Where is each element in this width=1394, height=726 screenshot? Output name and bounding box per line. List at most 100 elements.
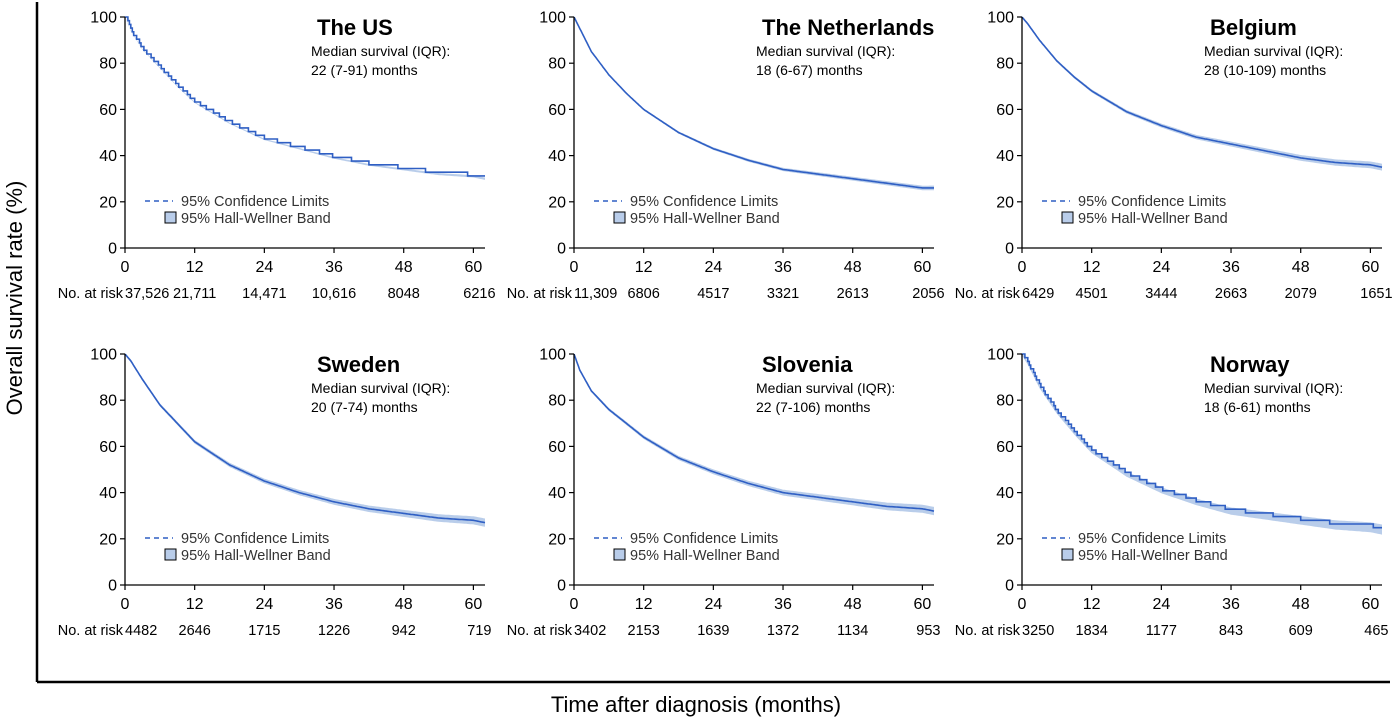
median-label: Median survival (IQR): <box>311 43 450 59</box>
risk-count: 2056 <box>912 286 944 302</box>
median-label: Median survival (IQR): <box>1204 43 1343 59</box>
y-tick-label: 60 <box>548 439 566 456</box>
survival-curve <box>573 16 934 189</box>
confidence-band <box>574 354 934 516</box>
legend-ci-label: 95% Confidence Limits <box>630 194 778 210</box>
legend-band-swatch <box>164 211 177 224</box>
legend-band-swatch <box>613 548 626 561</box>
legend-band-label: 95% Hall-Wellner Band <box>1078 548 1228 564</box>
y-tick-label: 60 <box>99 102 117 119</box>
median-label: Median survival (IQR): <box>756 380 895 396</box>
y-tick-label: 80 <box>548 393 566 410</box>
median-value: 18 (6-61) months <box>1204 399 1311 415</box>
x-tick-label: 36 <box>325 259 343 276</box>
risk-count: 953 <box>916 623 940 639</box>
risk-count: 843 <box>1219 623 1243 639</box>
risk-count: 1651 <box>1360 286 1392 302</box>
x-tick-label: 60 <box>913 596 931 613</box>
x-tick-label: 12 <box>186 259 204 276</box>
y-tick-label: 80 <box>99 56 117 73</box>
risk-count: 1134 <box>837 623 868 639</box>
median-label: Median survival (IQR): <box>311 380 450 396</box>
risk-label: No. at risk <box>955 286 1021 302</box>
x-tick-label: 48 <box>1292 596 1310 613</box>
y-tick-label: 100 <box>987 10 1014 27</box>
panel-2: 0 20 40 60 80 100 0 6429 12 4501 24 3444 36 2663 48 207… <box>955 10 1393 303</box>
risk-count: 942 <box>392 623 416 639</box>
x-tick-label: 36 <box>774 259 792 276</box>
legend-band-label: 95% Hall-Wellner Band <box>630 211 780 227</box>
risk-count: 465 <box>1364 623 1388 639</box>
legend-band-label: 95% Hall-Wellner Band <box>181 211 331 227</box>
x-tick-label: 36 <box>1222 596 1240 613</box>
risk-count: 4482 <box>125 623 157 639</box>
panel-4: 0 20 40 60 80 100 0 3402 12 2153 24 1639 36 1372 48 113… <box>507 347 941 640</box>
risk-count: 609 <box>1289 623 1313 639</box>
x-tick-label: 48 <box>1292 259 1310 276</box>
y-tick-label: 0 <box>557 578 566 595</box>
panel-title: Belgium <box>1210 15 1297 40</box>
median-label: Median survival (IQR): <box>1204 380 1343 396</box>
confidence-band <box>125 17 485 180</box>
risk-count: 2663 <box>1215 286 1247 302</box>
y-tick-label: 40 <box>996 485 1014 502</box>
x-tick-label: 36 <box>1222 259 1240 276</box>
risk-count: 6216 <box>463 286 495 302</box>
y-tick-label: 60 <box>996 439 1014 456</box>
risk-count: 6429 <box>1022 286 1054 302</box>
risk-count: 10,616 <box>312 286 356 302</box>
survival-curve <box>1021 16 1383 168</box>
risk-count: 1372 <box>767 623 799 639</box>
survival-curve <box>573 353 935 512</box>
risk-count: 1715 <box>248 623 280 639</box>
y-tick-label: 100 <box>987 347 1014 364</box>
y-tick-label: 100 <box>90 10 117 27</box>
x-tick-label: 24 <box>1152 596 1170 613</box>
risk-count: 1834 <box>1076 623 1108 639</box>
legend-band-swatch <box>164 548 177 561</box>
x-tick-label: 36 <box>325 596 343 613</box>
legend-ci-label: 95% Confidence Limits <box>630 531 778 547</box>
median-value: 22 (7-106) months <box>756 399 870 415</box>
x-tick-label: 36 <box>774 596 792 613</box>
risk-count: 2079 <box>1285 286 1317 302</box>
y-tick-label: 100 <box>539 347 566 364</box>
x-tick-label: 60 <box>1361 596 1379 613</box>
y-tick-label: 40 <box>996 148 1014 165</box>
x-tick-label: 12 <box>1083 596 1101 613</box>
x-tick-label: 0 <box>570 596 579 613</box>
risk-count: 14,471 <box>242 286 286 302</box>
risk-count: 719 <box>467 623 491 639</box>
y-tick-label: 80 <box>548 56 566 73</box>
x-tick-label: 0 <box>570 259 579 276</box>
x-tick-label: 48 <box>395 259 413 276</box>
x-tick-label: 0 <box>121 596 130 613</box>
panel-1: 0 20 40 60 80 100 0 11,309 12 6806 24 4517 36 3321 48 2… <box>507 10 945 303</box>
panels: 0 20 40 60 80 100 0 37,526 12 21,711 24 14,471 36 10,… <box>58 10 1393 640</box>
y-tick-label: 20 <box>996 194 1014 211</box>
panel-title: Norway <box>1210 352 1290 377</box>
legend-ci-label: 95% Confidence Limits <box>1078 531 1226 547</box>
y-tick-label: 0 <box>1005 578 1014 595</box>
risk-count: 1177 <box>1146 623 1177 639</box>
figure-xlabel: Time after diagnosis (months) <box>551 692 841 717</box>
legend-band-swatch <box>613 211 626 224</box>
y-tick-label: 40 <box>548 148 566 165</box>
risk-count: 2646 <box>179 623 211 639</box>
risk-count: 6806 <box>628 286 660 302</box>
x-tick-label: 60 <box>913 259 931 276</box>
x-tick-label: 48 <box>395 596 413 613</box>
legend-ci-label: 95% Confidence Limits <box>181 531 329 547</box>
panel-title: The US <box>317 15 393 40</box>
legend-band-label: 95% Hall-Wellner Band <box>181 548 331 564</box>
confidence-band <box>1022 17 1382 171</box>
legend-band-label: 95% Hall-Wellner Band <box>630 548 780 564</box>
risk-label: No. at risk <box>507 623 573 639</box>
y-tick-label: 0 <box>1005 241 1014 258</box>
y-tick-label: 20 <box>548 194 566 211</box>
y-tick-label: 40 <box>99 148 117 165</box>
x-tick-label: 24 <box>255 259 273 276</box>
y-tick-label: 100 <box>90 347 117 364</box>
